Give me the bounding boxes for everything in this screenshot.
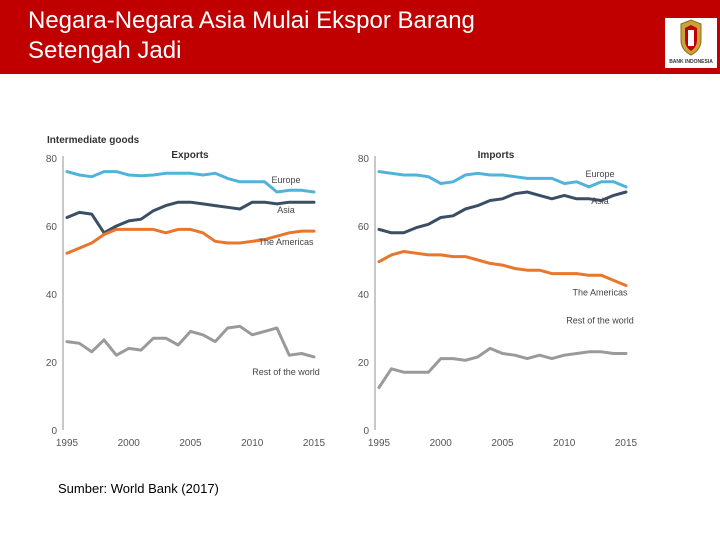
panel-title: Exports	[171, 150, 209, 161]
series-label: Europe	[271, 175, 300, 185]
source-note: Sumber: World Bank (2017)	[58, 481, 219, 496]
x-tick-label: 2015	[615, 438, 638, 449]
y-tick-label: 40	[46, 290, 58, 301]
y-tick-label: 0	[363, 426, 369, 437]
chart-title: Intermediate goods	[47, 135, 140, 146]
y-tick-label: 20	[46, 358, 58, 369]
x-tick-label: 1995	[56, 438, 79, 449]
x-tick-label: 2010	[553, 438, 576, 449]
y-tick-label: 60	[46, 222, 58, 233]
y-tick-label: 40	[358, 290, 370, 301]
series-label: The Americas	[258, 237, 314, 247]
x-tick-label: 2005	[491, 438, 514, 449]
x-tick-label: 2000	[118, 438, 141, 449]
x-tick-label: 2015	[303, 438, 326, 449]
intermediate-goods-chart: Intermediate goods 0 20 40 60 80 1995 2000 2005…	[46, 135, 638, 449]
series-label: Asia	[277, 205, 295, 215]
series-label: Asia	[591, 196, 609, 206]
series-line-rest-of-the-world	[377, 346, 628, 389]
series-line-asia	[377, 190, 628, 235]
y-tick-label: 80	[46, 154, 58, 165]
logo-emblem-icon	[680, 19, 702, 56]
logo-text: BANK INDONESIA	[669, 59, 713, 65]
exports-panel: 0 20 40 60 80 1995 2000 2005 2010 2015 Exports Euro…	[46, 150, 326, 449]
slide-title-line2: Setengah Jadi	[28, 37, 182, 64]
series-label: Europe	[585, 169, 614, 179]
series-line-rest-of-the-world	[65, 324, 316, 359]
slide-title: Negara-Negara Asia Mulai Ekspor Barang S…	[28, 6, 648, 66]
x-tick-label: 2000	[430, 438, 453, 449]
chart-panel: Intermediate goods 0 20 40 60 80 1995 2000 2005…	[40, 130, 640, 460]
series-line-the-americas	[377, 250, 628, 287]
series-label: Rest of the world	[252, 367, 320, 377]
x-tick-label: 2005	[179, 438, 202, 449]
series-line-europe	[65, 170, 316, 194]
y-tick-label: 0	[51, 426, 57, 437]
series-line-the-americas	[65, 227, 316, 255]
imports-panel: 0 20 40 60 80 1995 2000 2005 2010 2015 Imports Euro…	[358, 150, 638, 449]
bank-indonesia-logo: BANK INDONESIA	[665, 18, 717, 68]
panel-title: Imports	[478, 150, 515, 161]
y-tick-label: 20	[358, 358, 370, 369]
series-label: The Americas	[572, 288, 628, 298]
y-tick-label: 60	[358, 222, 370, 233]
x-tick-label: 2010	[241, 438, 264, 449]
series-line-asia	[65, 200, 316, 235]
y-tick-label: 80	[358, 154, 370, 165]
series-label: Rest of the world	[566, 316, 634, 326]
slide-header: Negara-Negara Asia Mulai Ekspor Barang S…	[0, 0, 720, 74]
series-line-europe	[377, 170, 628, 189]
x-tick-label: 1995	[368, 438, 391, 449]
slide-title-line1: Negara-Negara Asia Mulai Ekspor Barang	[28, 7, 475, 34]
